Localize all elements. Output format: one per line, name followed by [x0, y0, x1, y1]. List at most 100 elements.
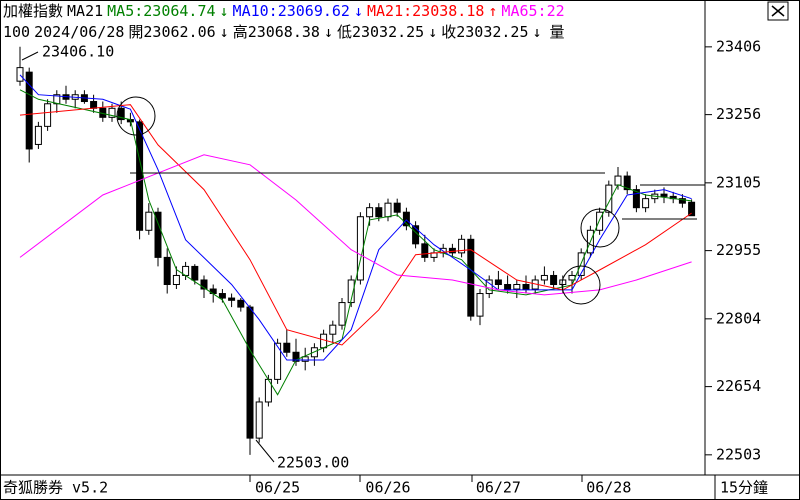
period: 15分鐘 — [720, 479, 768, 497]
y-tick-label: 23406 — [716, 37, 761, 55]
candle-body — [384, 202, 392, 218]
x-tick-label: 06/26 — [365, 479, 410, 497]
legend-entry: MA5:23064.74 — [107, 2, 216, 20]
price-item: 收23032.25 — [441, 23, 529, 41]
annotation: 23406.10 — [42, 43, 114, 61]
candle-body — [421, 243, 429, 258]
legend-entry: MA21:23038.18 — [366, 2, 485, 20]
drawn-circles — [116, 96, 620, 305]
candle-body — [16, 67, 24, 82]
candle-body — [458, 238, 466, 254]
trend-arrow: ↓ — [353, 2, 363, 20]
highlight-circle — [116, 96, 156, 136]
candle-body — [163, 256, 171, 286]
ma-line — [19, 74, 692, 361]
candle-body — [678, 198, 686, 204]
y-tick-label: 22503 — [716, 445, 761, 463]
candle-body — [642, 198, 650, 209]
candle-body — [448, 247, 456, 254]
candle-body — [218, 293, 226, 299]
candle-body — [228, 297, 236, 301]
candle-body — [476, 293, 484, 317]
annotation-leader — [21, 51, 39, 61]
legend-entry: MA10:23069.62 — [232, 2, 350, 20]
candle-body — [347, 279, 355, 304]
trend-arrow: ↓ — [219, 2, 229, 20]
candle-body — [136, 121, 144, 231]
candle-body — [504, 284, 512, 290]
x-tick-label: 06/27 — [476, 479, 521, 497]
candle-body — [688, 201, 696, 217]
y-tick-label: 22955 — [716, 241, 761, 259]
candle-body — [283, 342, 291, 353]
y-tick-label: 23105 — [716, 173, 761, 191]
candle-body — [375, 207, 383, 218]
candle-body — [292, 351, 300, 362]
annotation: 22503.00 — [277, 454, 349, 472]
candle-body — [108, 107, 116, 118]
candle-body — [44, 103, 52, 127]
candle-body — [172, 274, 180, 286]
candle-body — [117, 107, 125, 121]
candle-body — [34, 125, 42, 145]
trend-arrow: ↓ — [428, 23, 438, 41]
candle-body — [237, 299, 245, 308]
price-item: 高23068.38 — [232, 23, 320, 41]
index-title: 加權指數 — [3, 2, 64, 20]
legend-entry: MA65:22 — [501, 2, 565, 20]
ma-line — [19, 104, 692, 346]
x-tick-label: 06/28 — [586, 479, 631, 497]
candle-body — [660, 193, 668, 197]
price-item: 開23062.06 — [128, 23, 216, 41]
candle-body — [550, 274, 558, 286]
ma-label: MA21 — [67, 2, 104, 20]
app-name: 奇狐勝券 v5.2 — [3, 479, 108, 497]
candle-body — [540, 274, 548, 281]
trend-arrow: ↑ — [488, 2, 498, 20]
close-icon[interactable] — [771, 5, 785, 17]
candle-body — [522, 284, 530, 290]
candle-body — [494, 279, 502, 286]
candle-body — [623, 175, 631, 191]
ma-line — [19, 154, 692, 296]
candle-body — [467, 238, 475, 317]
candle-body — [605, 184, 613, 213]
trend-arrow: ↓ — [323, 23, 333, 41]
candle-body — [329, 324, 337, 335]
candle-body — [255, 401, 263, 439]
candle-body — [90, 101, 98, 109]
candle-body — [274, 342, 282, 380]
candle-body — [154, 211, 162, 258]
info-line: 100 2024/06/28 開23062.06 ↓ 高23068.38 ↓ 低23032.… — [3, 22, 703, 42]
annotation-leader — [255, 439, 275, 463]
trend-arrow: ↓ — [219, 23, 229, 41]
candle-body — [301, 356, 309, 362]
x-tick-label: 06/25 — [255, 479, 300, 497]
candle-body — [393, 202, 401, 213]
price-item: 低23032.25 — [336, 23, 425, 41]
candle-body — [145, 211, 153, 231]
trend-arrow: ↓ — [532, 23, 542, 41]
ma-line — [19, 89, 692, 396]
y-tick-label: 22804 — [716, 309, 761, 327]
candle-body — [614, 175, 622, 186]
candle-body — [402, 211, 410, 227]
y-tick-label: 23256 — [716, 105, 761, 123]
candle-body — [246, 306, 254, 439]
candle-body — [596, 211, 604, 231]
header-line: 加權指數 MA21 MA5:23064.74 ↓ MA10:23069.62 ↓ MA21:… — [3, 1, 763, 21]
code: 100 — [3, 23, 31, 41]
drawn-levels — [130, 172, 705, 220]
day-separators — [249, 475, 583, 482]
candle-body — [200, 279, 208, 290]
candle-body — [513, 284, 521, 290]
y-tick-label: 22654 — [716, 377, 761, 395]
highlight-circle — [580, 208, 620, 248]
volume-label: 量 — [549, 23, 565, 41]
candle-body — [366, 207, 374, 218]
date: 2024/06/28 — [34, 23, 125, 41]
candle-body — [25, 71, 33, 150]
